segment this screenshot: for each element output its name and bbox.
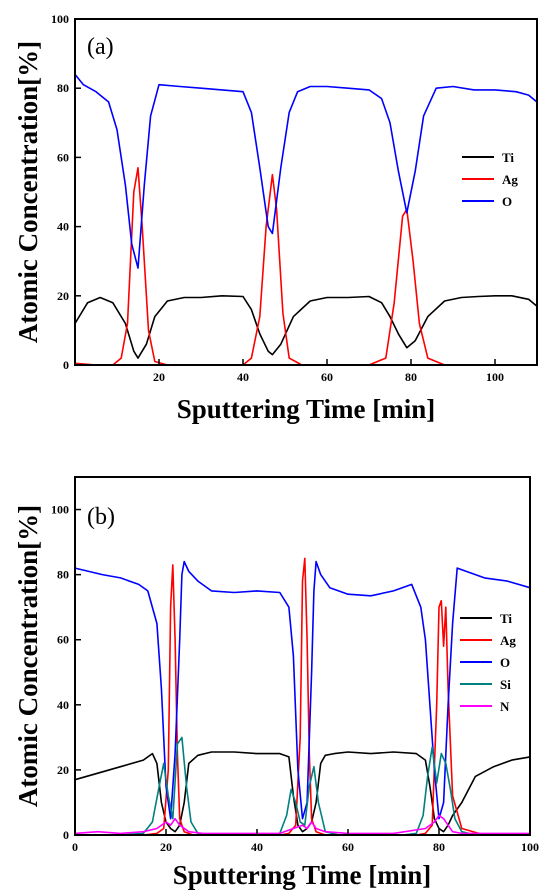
legend-label-o-b: O xyxy=(500,655,510,670)
x-tick-label-0-b: 0 xyxy=(72,840,78,854)
x-tick-label-100-a: 100 xyxy=(486,370,504,384)
series-line-o-a xyxy=(74,73,538,269)
x-axis-label-b: Sputtering Time [min] xyxy=(173,860,432,890)
y-axis-label-b: Atomic Concentration[%] xyxy=(13,505,43,807)
x-tick-label-60-a: 60 xyxy=(321,370,333,384)
y-tick-label-40-a: 40 xyxy=(57,220,69,234)
series-line-ti-a xyxy=(74,294,538,359)
y-tick-label-20-b: 20 xyxy=(57,763,69,777)
legend-b: Ti Ag O Si N xyxy=(460,611,516,714)
x-tick-label-20-a: 20 xyxy=(153,370,165,384)
panel-label-a: (a) xyxy=(87,34,114,60)
y-tick-label-60-a: 60 xyxy=(57,150,69,164)
series-line-o-b xyxy=(74,560,531,820)
x-axis-label-a: Sputtering Time [min] xyxy=(177,394,436,424)
chart-panel-b: 0 20 40 60 80 100 0 20 40 60 80 100 (b) Ti Ag O Si N At… xyxy=(13,476,539,890)
plot-frame-b xyxy=(74,476,531,836)
legend-a: Ti Ag O xyxy=(462,150,518,209)
x-tick-label-100-b: 100 xyxy=(521,840,539,854)
legend-label-ti-a: Ti xyxy=(502,150,514,165)
series-line-n-b xyxy=(74,814,530,835)
y-tick-label-40-b: 40 xyxy=(57,698,69,712)
tick-group-a: 20 40 60 80 100 0 20 40 60 80 100 xyxy=(51,12,504,384)
legend-label-si-b: Si xyxy=(500,677,511,692)
y-tick-label-80-b: 80 xyxy=(57,568,69,582)
legend-label-n-b: N xyxy=(500,699,510,714)
y-tick-label-100-b: 100 xyxy=(51,503,69,517)
x-tick-label-40-b: 40 xyxy=(251,840,263,854)
x-tick-label-20-b: 20 xyxy=(160,840,172,854)
series-group-b xyxy=(74,557,531,836)
y-tick-label-80-a: 80 xyxy=(57,81,69,95)
x-tick-label-80-a: 80 xyxy=(405,370,417,384)
series-line-ag-b xyxy=(75,557,530,836)
chart-panel-a: 20 40 60 80 100 0 20 40 60 80 100 (a) Ti Ag O Atomic… xyxy=(13,12,538,424)
legend-label-ti-b: Ti xyxy=(500,611,512,626)
plot-frame-a xyxy=(74,18,538,366)
x-tick-label-80-b: 80 xyxy=(433,840,445,854)
y-tick-label-100-a: 100 xyxy=(51,12,69,26)
legend-label-ag-a: Ag xyxy=(502,172,518,187)
tick-group-b: 0 20 40 60 80 100 0 20 40 60 80 100 xyxy=(51,503,539,854)
legend-label-ag-b: Ag xyxy=(500,633,516,648)
y-tick-label-60-b: 60 xyxy=(57,633,69,647)
series-line-ti-b xyxy=(74,751,531,833)
y-tick-label-0-b: 0 xyxy=(63,828,69,842)
legend-label-o-a: O xyxy=(502,194,512,209)
series-line-ag-a xyxy=(74,167,537,366)
series-group-a xyxy=(74,73,538,366)
series-line-si-b xyxy=(75,736,530,836)
y-axis-label-a: Atomic Concentration[%] xyxy=(13,41,43,343)
y-tick-label-0-a: 0 xyxy=(63,358,69,372)
x-tick-label-40-a: 40 xyxy=(237,370,249,384)
x-tick-label-60-b: 60 xyxy=(342,840,354,854)
panel-label-b: (b) xyxy=(87,504,115,530)
y-tick-label-20-a: 20 xyxy=(57,289,69,303)
